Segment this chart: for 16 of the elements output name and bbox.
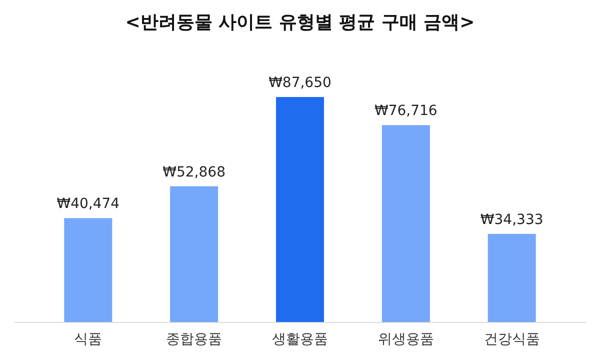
data-label: ₩76,716 bbox=[374, 103, 438, 120]
data-label: ₩87,650 bbox=[268, 75, 332, 91]
data-label: ₩40,474 bbox=[56, 196, 120, 212]
x-tick-label: 종합용품 bbox=[166, 332, 222, 348]
data-label: ₩52,868 bbox=[162, 164, 226, 180]
bar bbox=[64, 218, 112, 322]
data-label: ₩34,333 bbox=[480, 212, 544, 228]
x-tick-label: 건강식품 bbox=[484, 332, 540, 348]
x-tick-label: 식품 bbox=[74, 332, 102, 348]
x-tick-label: 위생용품 bbox=[378, 332, 434, 348]
chart-title: <반려동물 사이트 유형별 평균 구매 금액> bbox=[125, 12, 475, 33]
bar bbox=[382, 125, 430, 322]
bar bbox=[488, 234, 536, 322]
bar bbox=[276, 97, 324, 322]
bar bbox=[170, 186, 218, 322]
x-tick-label: 생활용품 bbox=[272, 332, 328, 348]
